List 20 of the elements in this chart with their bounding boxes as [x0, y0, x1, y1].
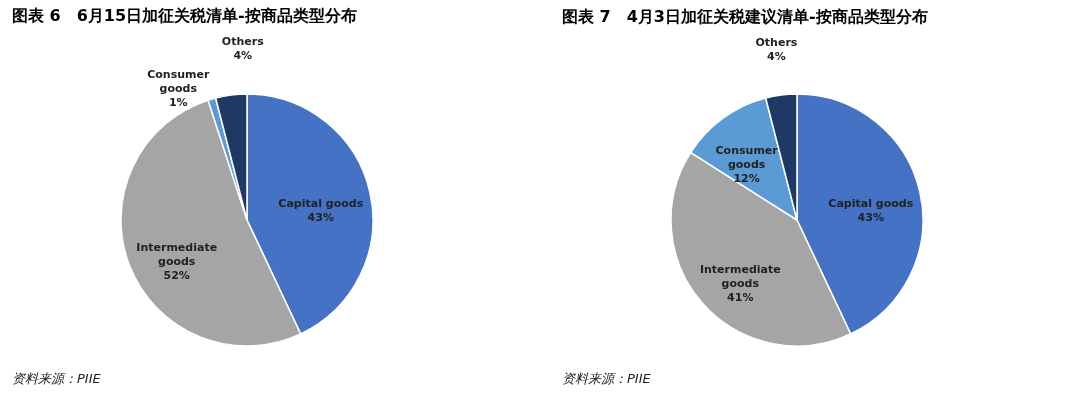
text: 资料来源：PIIE — [12, 371, 102, 386]
text: 资料来源：PIIE — [562, 371, 652, 386]
data-label: 4% — [233, 49, 253, 63]
data-label: 4% — [767, 50, 786, 64]
slice-label: Capital goods — [278, 196, 364, 210]
slice-label: Others — [221, 35, 265, 49]
data-label: 1% — [168, 95, 188, 109]
data-label: 52% — [163, 268, 190, 282]
slice-label: Intermediate goods — [136, 240, 218, 268]
data-label: 43% — [307, 210, 334, 224]
slice-label: Others — [755, 36, 798, 50]
slice-label: Consumer goods — [147, 67, 210, 95]
data-label: 41% — [727, 291, 754, 304]
data-label: 12% — [733, 171, 760, 185]
chart-title: 图表 6 6月15日加征关税清单-按商品类型分布 — [12, 6, 357, 26]
data-label: 43% — [857, 210, 884, 224]
slice-label: Consumer goods — [715, 143, 779, 171]
slice-label: Capital goods — [828, 196, 914, 210]
slice-label: Intermediate goods — [699, 263, 781, 290]
chart-title: 图表 7 4月3日加征关税建议清单-按商品类型分布 — [562, 7, 928, 27]
